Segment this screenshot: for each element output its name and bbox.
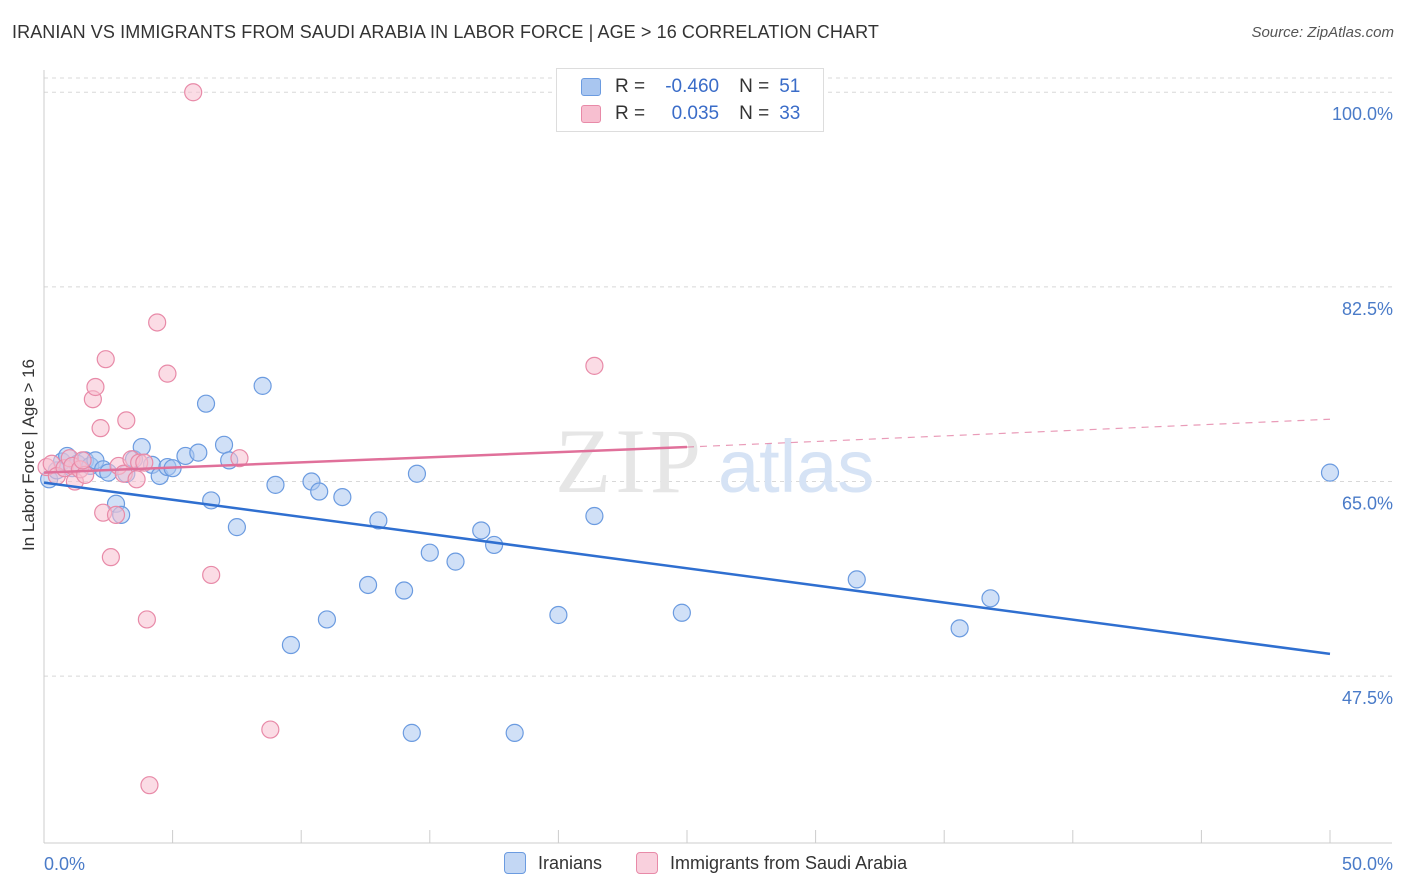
legend-r-label: R =	[615, 76, 646, 97]
legend-n-value: 51	[779, 76, 801, 97]
legend-n-label: N =	[739, 103, 770, 124]
legend-r-value: 0.035	[671, 103, 720, 124]
correlation-legend: R = -0.460 N = 51 R = 0.035 N = 33	[556, 68, 824, 132]
data-point	[135, 453, 154, 472]
legend-label-saudi: Immigrants from Saudi Arabia	[670, 852, 908, 873]
y-tick-label: 100.0%	[1332, 104, 1393, 124]
data-point	[505, 723, 524, 742]
data-point	[446, 552, 465, 571]
data-point	[407, 464, 427, 483]
data-point	[189, 443, 208, 462]
series-saudi-immigrants	[37, 83, 604, 795]
legend-swatch-saudi	[636, 852, 658, 874]
data-point	[202, 565, 221, 585]
data-point	[230, 449, 249, 468]
data-point	[73, 451, 92, 470]
watermark-atlas: atlas	[718, 425, 874, 508]
data-point	[358, 575, 378, 595]
data-point	[485, 535, 504, 555]
data-point	[549, 605, 568, 625]
data-point	[317, 610, 337, 629]
data-point	[253, 376, 272, 395]
data-point	[227, 518, 246, 537]
data-point	[585, 506, 604, 526]
data-point	[184, 83, 203, 102]
source-label: Source: ZipAtlas.com	[1251, 24, 1394, 41]
x-tick-label: 50.0%	[1342, 854, 1393, 874]
legend-label-iranians: Iranians	[538, 852, 603, 873]
data-point	[472, 521, 491, 540]
data-point	[950, 619, 969, 638]
y-tick-label: 82.5%	[1342, 299, 1393, 319]
data-point	[127, 470, 146, 489]
data-point	[261, 720, 280, 739]
data-point	[101, 548, 120, 567]
legend-row-saudi: R = 0.035 N = 33	[581, 102, 800, 126]
trend-line	[43, 481, 1331, 656]
data-point	[106, 505, 126, 524]
legend-r-value: -0.460	[665, 76, 720, 97]
data-point	[148, 313, 167, 332]
trend-lines	[43, 418, 1331, 656]
y-tick-label: 65.0%	[1342, 494, 1393, 514]
data-point	[420, 543, 439, 562]
data-point	[333, 487, 352, 507]
watermark: ZIP atlas	[555, 410, 874, 512]
data-point	[158, 364, 177, 383]
data-point	[140, 776, 159, 795]
data-point	[86, 377, 105, 397]
legend-item-saudi: Immigrants from Saudi Arabia	[636, 852, 907, 874]
data-point	[585, 356, 604, 375]
trend-line	[43, 445, 688, 474]
data-point	[96, 350, 115, 369]
watermark-zip: ZIP	[555, 410, 705, 512]
data-point	[281, 635, 301, 655]
axes: 47.5% 65.0% 82.5% 100.0% 0.0% 50.0%	[43, 70, 1393, 874]
legend-swatch-iranians	[581, 78, 601, 96]
legend-item-iranians: Iranians	[504, 852, 602, 874]
data-point	[310, 482, 329, 501]
data-point	[1320, 463, 1340, 482]
data-point	[847, 570, 866, 589]
data-point	[369, 511, 388, 530]
trend-line-extension	[686, 418, 1331, 448]
legend-n-label: N =	[739, 76, 770, 97]
data-point	[137, 610, 156, 629]
y-axis-title: In Labor Force | Age > 16	[19, 359, 38, 551]
legend-swatch-iranians	[504, 852, 526, 874]
data-point	[672, 603, 691, 622]
data-point	[91, 419, 110, 438]
data-point	[196, 394, 216, 413]
y-tick-label: 47.5%	[1342, 688, 1393, 708]
grid-lines	[44, 77, 1392, 677]
data-point	[402, 723, 421, 742]
data-point	[394, 581, 414, 600]
x-tick-label: 0.0%	[44, 854, 85, 874]
legend-r-label: R =	[615, 103, 646, 124]
legend-n-value: 33	[779, 103, 801, 124]
data-point	[266, 475, 285, 494]
chart-title: IRANIAN VS IMMIGRANTS FROM SAUDI ARABIA …	[12, 22, 879, 42]
legend-swatch-saudi	[581, 105, 601, 123]
data-point	[981, 589, 1000, 608]
legend-row-iranians: R = -0.460 N = 51	[581, 75, 800, 99]
data-point	[117, 411, 136, 430]
data-point	[214, 435, 234, 454]
